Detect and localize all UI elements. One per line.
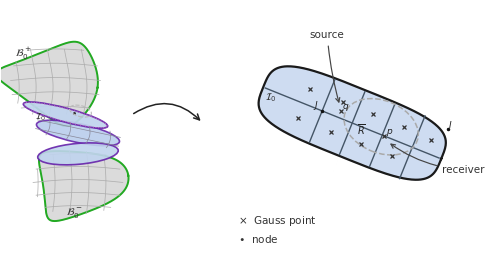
Polygon shape bbox=[0, 42, 98, 126]
Text: receiver: receiver bbox=[390, 144, 483, 175]
Polygon shape bbox=[258, 66, 445, 180]
Ellipse shape bbox=[37, 120, 119, 146]
Text: $\mathcal{I}_0$: $\mathcal{I}_0$ bbox=[264, 92, 276, 104]
Text: I: I bbox=[448, 121, 450, 130]
Text: q: q bbox=[342, 103, 348, 111]
Ellipse shape bbox=[23, 102, 108, 128]
Ellipse shape bbox=[38, 143, 118, 165]
Text: $\mathcal{I}_0$: $\mathcal{I}_0$ bbox=[35, 111, 46, 123]
Text: $\overline{R}$: $\overline{R}$ bbox=[357, 122, 365, 137]
Text: $\times$  Gauss point: $\times$ Gauss point bbox=[237, 214, 316, 228]
Text: source: source bbox=[309, 31, 344, 102]
Text: p: p bbox=[385, 127, 391, 136]
Polygon shape bbox=[39, 151, 128, 221]
Text: J: J bbox=[314, 102, 317, 110]
Text: $\bullet$  node: $\bullet$ node bbox=[237, 233, 278, 245]
Text: $\mathcal{B}_0^+$: $\mathcal{B}_0^+$ bbox=[15, 46, 31, 62]
Text: $\mathcal{B}_0^-$: $\mathcal{B}_0^-$ bbox=[66, 206, 83, 220]
